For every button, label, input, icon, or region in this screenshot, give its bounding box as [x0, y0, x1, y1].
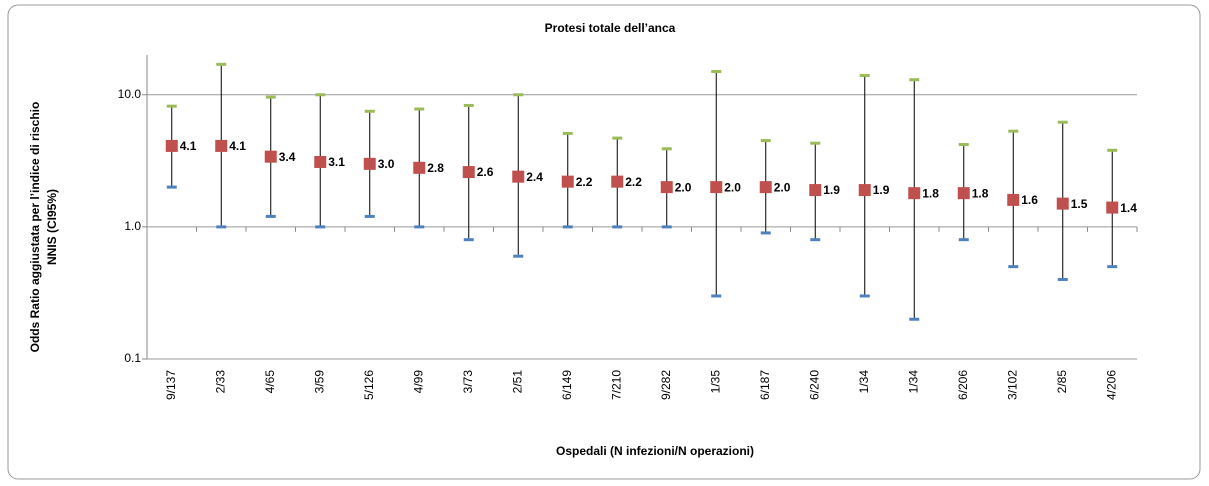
marker [1106, 201, 1119, 214]
x-axis-label: Ospedali (N infezioni/N operazioni) [556, 444, 754, 458]
marker [314, 155, 327, 168]
marker [1056, 197, 1069, 210]
value-label: 2.0 [774, 180, 791, 194]
x-tick-label-group: 6/149 [560, 370, 574, 400]
value-label: 1.4 [1120, 201, 1137, 215]
x-tick-label: 2/33 [213, 370, 227, 394]
x-tick-label: 1/34 [906, 370, 920, 394]
x-tick-label-group: 3/102 [1005, 370, 1019, 400]
value-label: 2.2 [576, 175, 593, 189]
marker [759, 181, 772, 194]
marker [710, 181, 723, 194]
marker [908, 187, 921, 200]
value-label: 2.2 [625, 175, 642, 189]
x-tick-label: 9/282 [659, 370, 673, 400]
marker [1007, 193, 1020, 206]
value-label: 1.6 [1021, 193, 1038, 207]
x-tick-label: 4/206 [1104, 370, 1118, 400]
y-axis-label-line: NNIS (CI95%) [45, 189, 59, 265]
value-label: 2.0 [724, 180, 741, 194]
x-tick-label-group: 1/35 [708, 370, 722, 394]
marker [363, 157, 376, 170]
x-tick-label-group: 3/59 [312, 370, 326, 394]
x-tick-label-group: 1/34 [857, 370, 871, 394]
marker [611, 175, 624, 188]
x-tick-label-group: 2/85 [1055, 370, 1069, 394]
value-label: 1.5 [1071, 197, 1088, 211]
y-axis-label: Odds Ratio aggiustata per l’indice di ri… [28, 102, 59, 353]
x-tick-label: 6/206 [956, 370, 970, 400]
value-label: 2.8 [427, 161, 444, 175]
x-tick-label: 5/126 [362, 370, 376, 400]
x-tick-label: 3/73 [461, 370, 475, 394]
y-tick-label: 1.0 [124, 219, 141, 233]
x-tick-label-group: 4/99 [411, 370, 425, 394]
x-tick-label-group: 1/34 [906, 370, 920, 394]
x-tick-label-group: 5/126 [362, 370, 376, 400]
x-tick-label: 4/99 [411, 370, 425, 394]
x-tick-label: 4/65 [263, 370, 277, 394]
x-tick-label-group: 9/282 [659, 370, 673, 400]
y-tick-label: 0.1 [124, 351, 141, 365]
value-label: 2.0 [675, 180, 692, 194]
x-tick-label: 2/85 [1055, 370, 1069, 394]
x-tick-label: 6/240 [807, 370, 821, 400]
x-tick-label-group: 4/206 [1104, 370, 1118, 400]
value-label: 4.1 [180, 139, 197, 153]
value-label: 1.8 [922, 186, 939, 200]
value-label: 1.8 [972, 186, 989, 200]
value-label: 4.1 [229, 139, 246, 153]
marker [165, 139, 178, 152]
marker [957, 187, 970, 200]
marker [858, 184, 871, 197]
x-tick-label: 3/59 [312, 370, 326, 394]
x-tick-label: 7/210 [609, 370, 623, 400]
marker [512, 170, 525, 183]
marker [660, 181, 673, 194]
value-label: 3.0 [378, 157, 395, 171]
marker [809, 184, 822, 197]
value-label: 3.1 [328, 155, 345, 169]
x-tick-label-group: 6/206 [956, 370, 970, 400]
marker [264, 150, 277, 163]
y-axis-label-line: Odds Ratio aggiustata per l’indice di ri… [28, 102, 42, 353]
chart-border [7, 4, 1201, 480]
x-tick-label: 1/35 [708, 370, 722, 394]
x-tick-label: 6/149 [560, 370, 574, 400]
x-tick-label-group: 3/73 [461, 370, 475, 394]
x-tick-label-group: 4/65 [263, 370, 277, 394]
x-tick-label-group: 2/33 [213, 370, 227, 394]
value-label: 1.9 [823, 183, 840, 197]
value-label: 2.6 [477, 165, 494, 179]
x-tick-label-group: 6/240 [807, 370, 821, 400]
value-label: 3.4 [279, 150, 296, 164]
marker [561, 175, 574, 188]
x-tick-label: 2/51 [510, 370, 524, 394]
x-tick-label-group: 2/51 [510, 370, 524, 394]
chart-title: Protesi totale dell’anca [545, 21, 676, 35]
x-tick-label: 1/34 [857, 370, 871, 394]
x-tick-label-group: 7/210 [609, 370, 623, 400]
value-label: 1.9 [873, 183, 890, 197]
y-tick-label: 10.0 [118, 87, 142, 101]
x-tick-label-group: 9/137 [164, 370, 178, 400]
x-tick-label-group: 6/187 [758, 370, 772, 400]
x-tick-label: 6/187 [758, 370, 772, 400]
value-label: 2.4 [526, 170, 543, 184]
marker [462, 166, 475, 179]
marker [413, 161, 426, 174]
marker [215, 139, 228, 152]
x-tick-label: 3/102 [1005, 370, 1019, 400]
x-tick-label: 9/137 [164, 370, 178, 400]
